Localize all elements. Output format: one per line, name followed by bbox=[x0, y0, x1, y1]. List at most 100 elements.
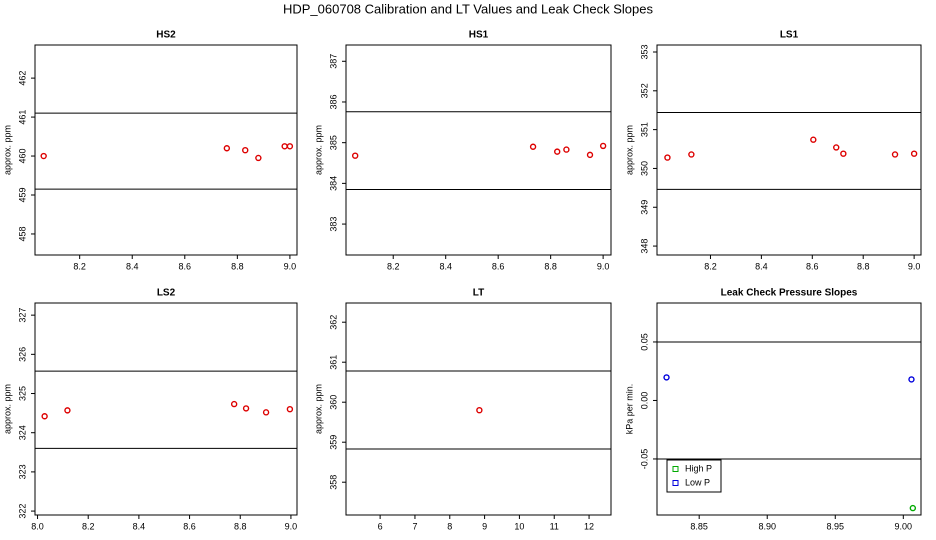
data-point bbox=[908, 376, 915, 383]
y-axis-label: approx. ppm bbox=[313, 125, 323, 175]
y-tick-label: 459 bbox=[17, 187, 27, 202]
x-tick-label: 9 bbox=[482, 521, 487, 531]
y-tick-label: 350 bbox=[639, 161, 649, 176]
legend-swatch bbox=[672, 466, 679, 472]
x-tick-label: 6 bbox=[378, 521, 383, 531]
y-tick-label: 360 bbox=[328, 395, 338, 410]
y-tick-label: 327 bbox=[17, 308, 27, 323]
panel-title: LT bbox=[473, 288, 484, 299]
x-tick-label: 8.4 bbox=[133, 521, 146, 531]
y-tick-label: 0.00 bbox=[639, 392, 649, 410]
plot-frame bbox=[656, 44, 922, 256]
y-tick-label: 323 bbox=[17, 464, 27, 479]
y-tick-label: 359 bbox=[328, 435, 338, 450]
y-tick-label: 325 bbox=[17, 386, 27, 401]
data-point bbox=[664, 154, 671, 161]
data-point bbox=[586, 151, 594, 159]
x-tick-label: 9.0 bbox=[597, 261, 610, 271]
legend-box bbox=[666, 459, 722, 493]
y-tick-label: 362 bbox=[328, 315, 338, 330]
y-tick-label: -0.05 bbox=[639, 449, 649, 470]
x-tick-label: 9.00 bbox=[895, 521, 913, 531]
legend-swatch bbox=[672, 480, 679, 486]
data-point bbox=[255, 154, 262, 162]
x-tick-label: 12 bbox=[584, 521, 594, 531]
x-tick-label: 7 bbox=[412, 521, 417, 531]
y-axis-label: approx. ppm bbox=[313, 384, 323, 434]
data-point bbox=[891, 151, 899, 158]
figure-title: HDP_060708 Calibration and LT Values and… bbox=[283, 1, 654, 16]
panel-title: HS2 bbox=[156, 30, 176, 41]
data-point bbox=[286, 405, 294, 413]
y-axis-label: approx. ppm bbox=[2, 125, 12, 175]
y-tick-label: 361 bbox=[328, 355, 338, 370]
data-point bbox=[599, 142, 607, 150]
data-point bbox=[688, 151, 695, 158]
x-tick-label: 9.0 bbox=[908, 261, 921, 271]
plot-frame bbox=[34, 302, 298, 516]
data-point bbox=[286, 143, 294, 150]
data-point bbox=[663, 374, 670, 381]
x-tick-label: 8.2 bbox=[82, 521, 95, 531]
x-tick-label: 10 bbox=[514, 521, 524, 531]
data-point bbox=[476, 407, 483, 414]
y-tick-label: 385 bbox=[328, 135, 338, 150]
y-tick-label: 461 bbox=[17, 110, 27, 125]
x-tick-label: 8.90 bbox=[758, 521, 776, 531]
y-tick-label: 458 bbox=[17, 226, 27, 241]
y-axis-label: kPa per min. bbox=[624, 384, 634, 435]
x-tick-label: 8.6 bbox=[183, 521, 196, 531]
data-point bbox=[230, 400, 238, 408]
plot-frame bbox=[34, 44, 298, 256]
y-tick-label: 462 bbox=[17, 71, 27, 86]
x-tick-label: 8 bbox=[447, 521, 452, 531]
y-tick-label: 0.05 bbox=[639, 333, 649, 351]
data-point bbox=[529, 143, 537, 150]
x-tick-label: 11 bbox=[550, 521, 559, 531]
plot-frame bbox=[656, 302, 922, 516]
data-point bbox=[810, 136, 817, 143]
y-tick-label: 326 bbox=[17, 347, 27, 362]
x-tick-label: 8.95 bbox=[827, 521, 845, 531]
legend-label: High P bbox=[685, 463, 712, 473]
data-point bbox=[41, 413, 48, 420]
panel-title: HS1 bbox=[469, 30, 489, 41]
x-tick-label: 8.2 bbox=[73, 261, 86, 271]
x-tick-label: 8.4 bbox=[439, 261, 452, 271]
y-tick-label: 351 bbox=[639, 122, 649, 137]
y-tick-label: 322 bbox=[17, 504, 27, 519]
data-point bbox=[833, 144, 840, 151]
data-point bbox=[242, 405, 250, 412]
y-tick-label: 352 bbox=[639, 83, 649, 98]
y-tick-label: 324 bbox=[17, 425, 27, 440]
legend-label: Low P bbox=[685, 477, 710, 487]
y-tick-label: 353 bbox=[639, 44, 649, 59]
data-point bbox=[563, 146, 570, 153]
x-tick-label: 9.0 bbox=[284, 261, 297, 271]
panel-title: LS2 bbox=[157, 288, 176, 299]
panel-title: Leak Check Pressure Slopes bbox=[721, 288, 858, 299]
data-point bbox=[910, 150, 918, 157]
data-point bbox=[840, 150, 847, 157]
x-tick-label: 8.2 bbox=[387, 261, 400, 271]
x-tick-label: 8.6 bbox=[179, 261, 192, 271]
plot-frame bbox=[345, 302, 612, 516]
x-tick-label: 8.8 bbox=[234, 521, 247, 531]
x-tick-label: 8.85 bbox=[690, 521, 708, 531]
plot-frame bbox=[345, 44, 612, 256]
x-tick-label: 9.0 bbox=[285, 521, 298, 531]
y-tick-label: 386 bbox=[328, 94, 338, 109]
y-tick-label: 348 bbox=[639, 239, 649, 254]
data-point bbox=[242, 146, 249, 154]
data-point bbox=[554, 148, 561, 155]
data-point bbox=[262, 409, 270, 416]
x-tick-label: 8.6 bbox=[492, 261, 505, 271]
y-tick-label: 460 bbox=[17, 149, 27, 164]
x-tick-label: 8.2 bbox=[704, 261, 717, 271]
y-tick-label: 349 bbox=[639, 200, 649, 215]
y-axis-label: approx. ppm bbox=[2, 384, 12, 434]
y-axis-label: approx. ppm bbox=[624, 125, 634, 175]
data-point bbox=[40, 152, 47, 160]
y-tick-label: 383 bbox=[328, 217, 338, 232]
